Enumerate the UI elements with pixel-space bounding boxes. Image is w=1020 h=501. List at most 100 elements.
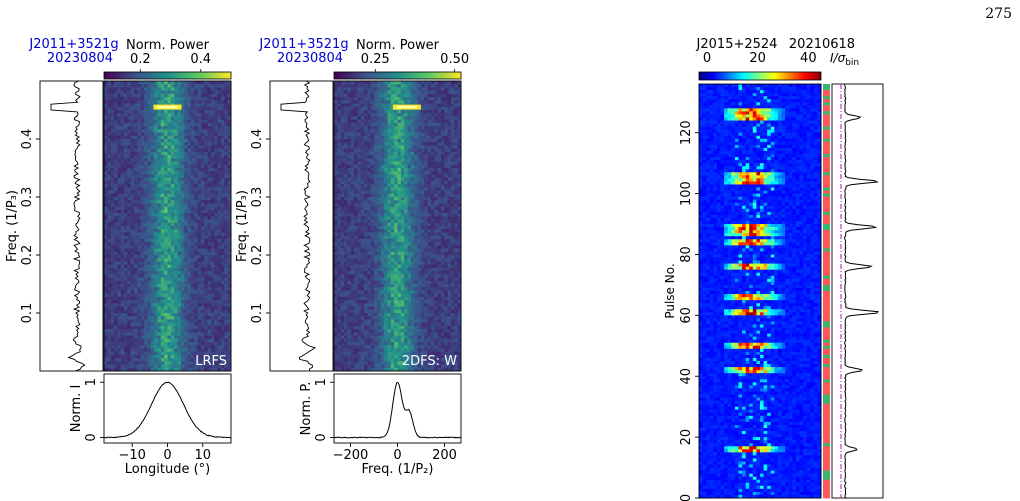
heatmap-cell	[207, 345, 212, 349]
heatmap-cell	[194, 203, 198, 208]
heatmap-cell	[337, 106, 342, 111]
heatmap-cell	[154, 364, 158, 369]
heatmap-cell	[120, 110, 125, 114]
heatmap-cell	[164, 184, 168, 188]
heatmap-cell	[347, 193, 352, 198]
heatmap-cell	[437, 168, 442, 172]
heatmap-cell	[127, 106, 132, 111]
heatmap-cell	[440, 126, 445, 130]
heatmap-cell	[190, 293, 195, 298]
heatmap-cell	[374, 200, 378, 204]
heatmap-cell	[457, 145, 462, 150]
heatmap-cell	[410, 180, 415, 185]
heatmap-cell	[154, 110, 158, 114]
heatmap-cell	[410, 164, 415, 169]
heatmap-cell	[210, 361, 215, 365]
heatmap-cell	[227, 116, 232, 121]
heatmap-cell	[157, 190, 162, 195]
heatmap-cell	[347, 139, 352, 143]
heatmap-cell	[160, 180, 165, 185]
heatmap-cell	[387, 184, 392, 188]
heatmap-cell	[214, 132, 219, 137]
heatmap-cell	[410, 184, 415, 188]
heatmap-cell	[217, 190, 222, 195]
heatmap-cell	[187, 119, 192, 124]
heatmap-cell	[187, 367, 192, 372]
heatmap-cell	[440, 87, 445, 92]
heatmap-cell	[204, 354, 208, 359]
heatmap-cell	[220, 132, 225, 137]
heatmap-cell	[110, 190, 115, 195]
heatmap-cell	[380, 177, 385, 182]
heatmap-cell	[367, 171, 372, 175]
heatmap-cell	[424, 142, 428, 146]
heatmap-cell	[137, 184, 142, 188]
heatmap-cell	[170, 342, 175, 346]
heatmap-cell	[367, 103, 372, 108]
heatmap-cell	[194, 174, 198, 179]
heatmap-cell	[350, 148, 355, 153]
heatmap-cell	[434, 145, 438, 150]
heatmap-cell	[170, 158, 175, 162]
heatmap-cell	[437, 93, 442, 98]
heatmap-cell	[184, 364, 188, 369]
heatmap-cell	[374, 177, 378, 182]
heatmap-cell	[204, 110, 208, 114]
heatmap-cell	[354, 87, 358, 92]
heatmap-cell	[147, 213, 152, 217]
heatmap-cell	[427, 203, 432, 208]
heatmap-cell	[367, 168, 372, 172]
heatmap-cell	[227, 184, 232, 188]
heatmap-cell	[167, 277, 172, 282]
heatmap-cell	[160, 251, 165, 256]
heatmap-cell	[167, 187, 172, 191]
y-tick-label: 0.1	[20, 303, 35, 324]
heatmap-cell	[207, 309, 212, 314]
heatmap-cell	[404, 180, 408, 185]
heatmap-cell	[224, 332, 229, 336]
heatmap-cell	[160, 322, 165, 327]
heatmap-cell	[120, 90, 125, 95]
heatmap-cell	[347, 106, 352, 111]
heatmap-cell	[164, 216, 168, 220]
heatmap-cell	[210, 180, 215, 185]
heatmap-cell	[367, 100, 372, 104]
heatmap-cell	[110, 251, 115, 256]
heatmap-cell	[217, 187, 222, 191]
heatmap-cell	[437, 113, 442, 117]
heatmap-cell	[447, 190, 452, 195]
heatmap-cell	[224, 338, 229, 343]
heatmap-cell	[124, 293, 128, 298]
heatmap-cell	[110, 103, 115, 108]
heatmap-cell	[397, 200, 402, 204]
heatmap-cell	[414, 168, 418, 172]
heatmap-cell	[364, 174, 368, 179]
heatmap-cell	[167, 126, 172, 130]
heatmap-cell	[107, 332, 112, 336]
heatmap-cell	[120, 197, 125, 201]
heatmap-cell	[144, 187, 148, 191]
heatmap-cell	[340, 142, 345, 146]
heatmap-cell	[370, 132, 375, 137]
heatmap-cell	[214, 290, 219, 295]
heatmap-cell	[190, 358, 195, 362]
heatmap-cell	[404, 145, 408, 150]
heatmap-cell	[204, 226, 208, 230]
heatmap-cell	[227, 171, 232, 175]
heatmap-cell	[174, 122, 178, 127]
heatmap-cell	[404, 151, 408, 156]
heatmap-cell	[164, 164, 168, 169]
heatmap-cell	[157, 151, 162, 156]
heatmap-cell	[160, 261, 165, 266]
heatmap-cell	[224, 303, 229, 307]
heatmap-cell	[157, 116, 162, 121]
heatmap-cell	[210, 122, 215, 127]
heatmap-cell	[184, 200, 188, 204]
heatmap-cell	[334, 184, 338, 188]
heatmap-cell	[107, 97, 112, 101]
heatmap-cell	[197, 145, 202, 150]
heatmap-cell	[194, 358, 198, 362]
heatmap-cell	[207, 90, 212, 95]
heatmap-cell	[194, 271, 198, 275]
heatmap-cell	[204, 322, 208, 327]
